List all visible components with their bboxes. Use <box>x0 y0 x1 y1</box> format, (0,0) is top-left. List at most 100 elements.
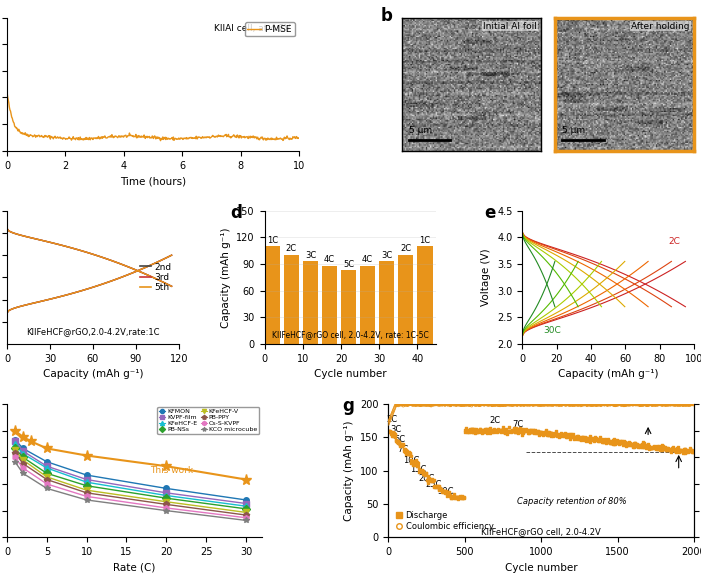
Coulombic efficiency <box>561 400 572 409</box>
Coulombic efficiency <box>473 401 484 410</box>
Discharge <box>461 426 472 435</box>
Coulombic efficiency <box>504 400 515 409</box>
Discharge <box>555 430 566 439</box>
Coulombic efficiency <box>415 401 426 410</box>
Coulombic efficiency <box>486 401 498 410</box>
Cs-S-KVPF <box>43 481 51 488</box>
Coulombic efficiency <box>527 401 538 410</box>
Coulombic efficiency <box>392 400 403 409</box>
Coulombic efficiency <box>400 399 411 409</box>
Discharge <box>644 443 655 453</box>
Coulombic efficiency <box>473 400 484 409</box>
Coulombic efficiency <box>456 401 467 410</box>
Discharge <box>647 443 658 453</box>
Coulombic efficiency <box>454 400 465 409</box>
Discharge <box>623 440 634 449</box>
Coulombic efficiency <box>451 400 463 409</box>
Coulombic efficiency <box>562 399 573 409</box>
Discharge <box>489 426 501 435</box>
Coulombic efficiency <box>457 400 468 409</box>
Discharge <box>571 432 582 442</box>
Discharge <box>395 440 406 450</box>
Coulombic efficiency <box>552 400 563 409</box>
Discharge <box>426 475 437 484</box>
Coulombic efficiency <box>433 401 444 410</box>
Coulombic efficiency <box>499 400 510 409</box>
Discharge <box>473 427 484 436</box>
Discharge <box>577 432 588 442</box>
Discharge <box>611 436 622 445</box>
Discharge <box>428 477 439 486</box>
Coulombic efficiency <box>384 416 395 425</box>
Coulombic efficiency <box>597 400 608 409</box>
Discharge <box>426 476 437 485</box>
Discharge <box>608 434 620 444</box>
Coulombic efficiency <box>526 400 538 409</box>
Discharge <box>578 434 589 443</box>
Coulombic efficiency <box>436 399 447 409</box>
Coulombic efficiency <box>534 400 545 409</box>
Coulombic efficiency <box>489 401 500 410</box>
Discharge <box>389 432 400 442</box>
Coulombic efficiency <box>414 400 425 409</box>
Coulombic efficiency <box>571 400 582 409</box>
Coulombic efficiency <box>649 400 660 409</box>
Discharge <box>576 433 587 443</box>
Discharge <box>567 432 578 441</box>
Discharge <box>496 426 507 436</box>
Discharge <box>606 439 617 448</box>
Cs-S-KVPF <box>162 505 170 512</box>
Coulombic efficiency <box>402 400 413 409</box>
Discharge <box>590 434 601 444</box>
Discharge <box>517 426 528 436</box>
Coulombic efficiency <box>549 400 560 409</box>
Discharge <box>395 440 407 450</box>
Coulombic efficiency <box>612 400 623 409</box>
Discharge <box>596 436 607 445</box>
Discharge <box>489 427 500 436</box>
Discharge <box>569 432 580 442</box>
Coulombic efficiency <box>530 399 541 409</box>
Discharge <box>497 423 508 432</box>
Coulombic efficiency <box>472 400 484 409</box>
Discharge <box>524 425 536 434</box>
KVPF-film <box>43 463 51 470</box>
Discharge <box>688 447 700 456</box>
Discharge <box>565 429 576 439</box>
Discharge <box>635 442 646 451</box>
Discharge <box>598 437 609 447</box>
Coulombic efficiency <box>653 399 665 409</box>
Discharge <box>383 427 395 436</box>
Discharge <box>518 426 529 436</box>
Discharge <box>665 444 676 454</box>
Coulombic efficiency <box>393 401 404 410</box>
Discharge <box>503 426 515 436</box>
PB-NSs <box>162 495 170 502</box>
Discharge <box>613 437 624 446</box>
Discharge <box>522 426 533 436</box>
Coulombic efficiency <box>531 399 542 409</box>
Coulombic efficiency <box>479 400 491 409</box>
Discharge <box>474 427 485 437</box>
Coulombic efficiency <box>667 400 678 409</box>
Text: 4C: 4C <box>324 255 335 264</box>
Coulombic efficiency <box>515 401 526 410</box>
Discharge <box>401 448 412 457</box>
Legend: KFMON, KVPF-film, KFeHCF-E, PB-NSs, KFeHCF-V, PB-PPY, Cs-S-KVPF, KCO microcube: KFMON, KVPF-film, KFeHCF-E, PB-NSs, KFeH… <box>157 407 259 434</box>
Coulombic efficiency <box>383 418 394 427</box>
Coulombic efficiency <box>588 399 599 409</box>
Coulombic efficiency <box>474 401 485 410</box>
Discharge <box>595 435 606 444</box>
Discharge <box>438 486 449 496</box>
Discharge <box>546 429 557 438</box>
Bar <box>322 266 337 344</box>
Discharge <box>590 435 601 444</box>
Discharge <box>568 432 579 441</box>
Discharge <box>654 443 665 452</box>
Coulombic efficiency <box>560 400 571 409</box>
Coulombic efficiency <box>594 400 605 409</box>
Coulombic efficiency <box>577 400 588 409</box>
KFeHCF-E <box>11 440 19 447</box>
Coulombic efficiency <box>517 399 529 409</box>
Discharge <box>493 426 504 436</box>
